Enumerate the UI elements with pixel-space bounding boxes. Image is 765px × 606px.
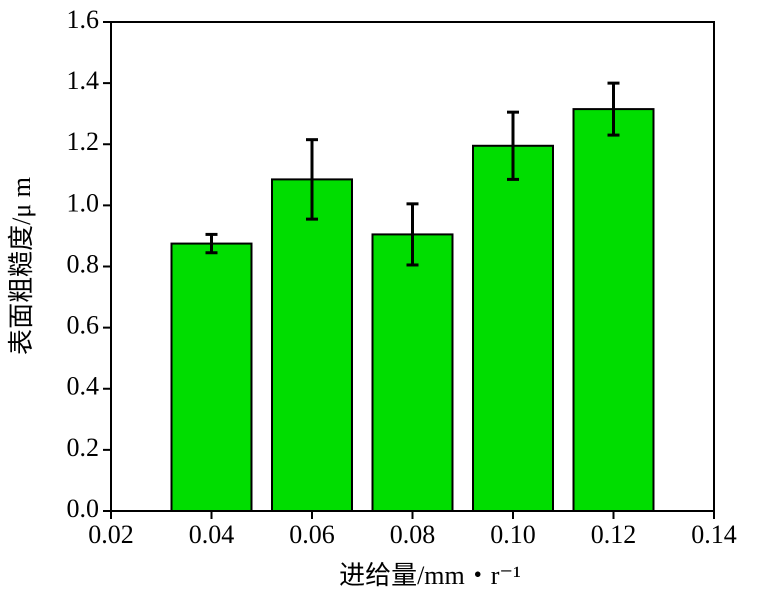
y-tick-label: 0.4	[67, 372, 100, 401]
error-bar	[406, 202, 419, 267]
bar	[371, 233, 454, 513]
bar	[472, 144, 554, 512]
x-tick-label: 0.02	[88, 520, 134, 549]
error-bar	[607, 81, 620, 137]
error-bar	[205, 232, 218, 255]
y-tick-label: 1.0	[67, 188, 100, 217]
bar	[572, 108, 655, 513]
y-tick-label: 0.2	[67, 433, 100, 462]
y-axis-label: 表面粗糙度/μ m	[7, 177, 36, 355]
x-tick-label: 0.10	[490, 520, 536, 549]
bar	[271, 178, 353, 512]
error-bar	[306, 138, 318, 221]
y-tick-label: 1.6	[67, 5, 100, 34]
y-tick-label: 0.0	[67, 494, 100, 523]
x-tick-label: 0.08	[390, 520, 436, 549]
x-axis-label: 进给量/mm・r⁻¹	[339, 561, 521, 590]
y-tick-label: 0.6	[67, 311, 100, 340]
y-tick-label: 1.2	[67, 127, 100, 156]
x-tick-label: 0.12	[591, 520, 637, 549]
y-tick-label: 1.4	[67, 66, 100, 95]
x-tick-label: 0.06	[289, 520, 335, 549]
x-tick-label: 0.14	[691, 520, 737, 549]
y-tick-label: 0.8	[67, 249, 100, 278]
x-tick-label: 0.04	[189, 520, 235, 549]
error-bar	[507, 110, 519, 181]
bar	[170, 242, 253, 512]
